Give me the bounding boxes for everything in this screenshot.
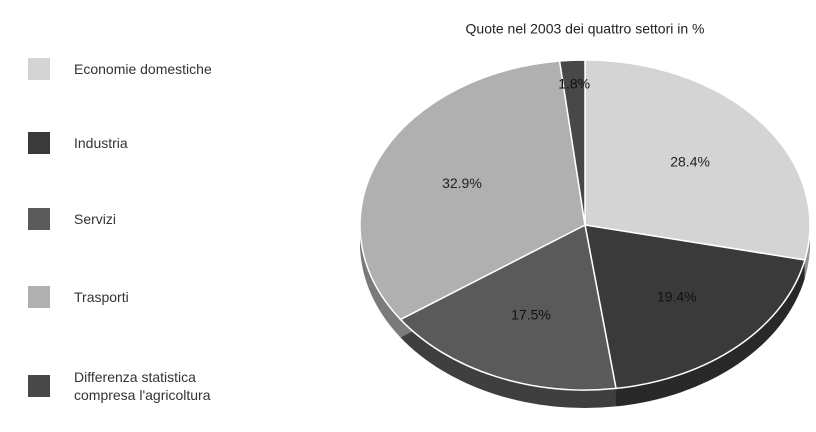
legend-label: Industria: [74, 135, 128, 151]
legend-item: Servizi: [28, 208, 244, 230]
data-label: 19.4%: [657, 288, 697, 304]
data-label: 32.9%: [442, 175, 482, 191]
legend-swatch: [28, 58, 50, 80]
legend-label: Economie domestiche: [74, 61, 212, 77]
pie-slice: [399, 223, 617, 391]
chart-title: Quote nel 2003 dei quattro settori in %: [466, 21, 705, 37]
data-label: 1.8%: [558, 76, 590, 92]
data-label: 28.4%: [670, 154, 710, 170]
legend-item: Differenza statistica compresa l'agricol…: [28, 368, 244, 404]
legend-swatch: [28, 286, 50, 308]
legend-swatch: [28, 208, 50, 230]
legend-item: Trasporti: [28, 286, 244, 308]
legend-swatch: [28, 375, 50, 397]
legend-label: Trasporti: [74, 289, 129, 305]
legend-label: Differenza statistica compresa l'agricol…: [74, 369, 211, 403]
pie-slice: [558, 59, 586, 226]
data-label: 17.5%: [511, 306, 551, 322]
legend-label: Servizi: [74, 211, 117, 227]
pie-slice: [584, 59, 811, 261]
legend-swatch: [28, 132, 50, 154]
legend-item: Economie domestiche: [28, 58, 244, 80]
legend-item: Industria: [28, 132, 244, 154]
pie-slice: [584, 224, 806, 390]
pie-slice: [359, 60, 586, 321]
